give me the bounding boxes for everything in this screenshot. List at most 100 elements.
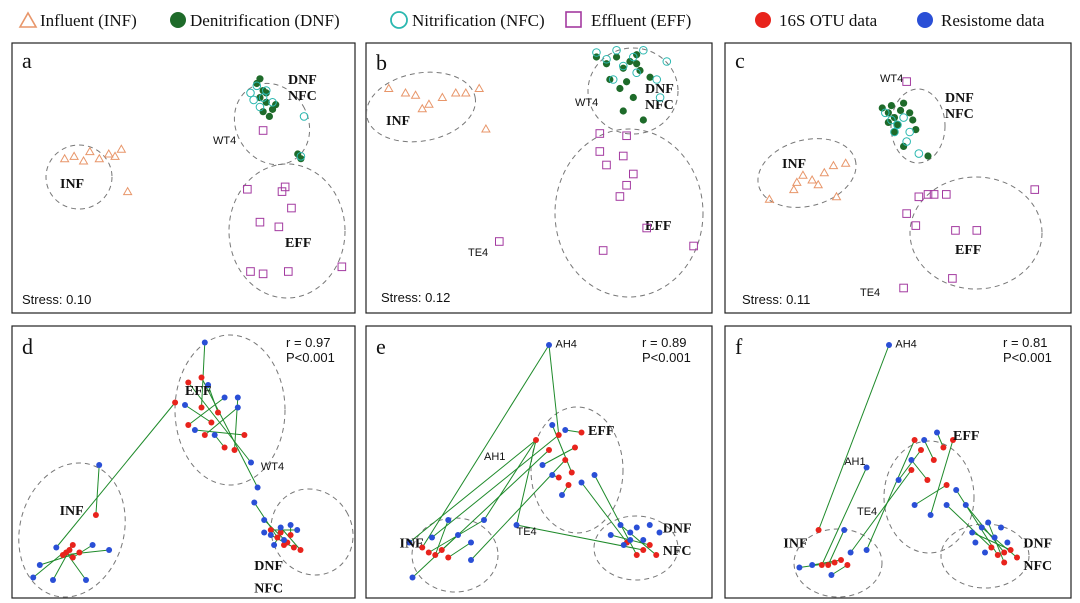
sample-label-b-wt4: WT4	[575, 97, 598, 109]
point-b-nfc-5	[639, 45, 648, 55]
point-a-inf-8	[122, 186, 133, 196]
point-a-dnf-8	[262, 89, 270, 97]
point-b-dnf-4	[626, 57, 634, 66]
res-point-d-5	[106, 547, 113, 553]
point-a-eff-5	[255, 217, 265, 227]
link-d-12	[184, 404, 212, 423]
group-label-a-dnf: DNF	[288, 73, 317, 88]
legend-item-dnf: Denitrification (DNF)	[170, 11, 340, 30]
link-e-14	[581, 482, 628, 543]
otu-point-d-24	[287, 532, 294, 538]
ellipse-c-eff	[909, 176, 1043, 290]
otu-point-e-9	[568, 469, 575, 476]
point-b-dnf-3	[619, 64, 627, 72]
point-c-dnf-1	[884, 109, 892, 117]
otu-point-f-12	[943, 482, 950, 488]
link-f-14	[946, 504, 992, 548]
res-point-d-11	[234, 404, 241, 411]
point-a-eff-6	[274, 222, 284, 232]
legend-item-eff: Effluent (EFF)	[565, 11, 691, 30]
otu-point-e-7	[555, 432, 562, 438]
res-point-f-4	[809, 562, 816, 568]
otu-point-d-6	[76, 549, 83, 556]
stress-label-a: Stress: 0.10	[22, 292, 91, 307]
res-point-e-23	[656, 529, 663, 536]
otu-point-d-14	[221, 444, 228, 451]
res-point-f-2	[841, 527, 848, 533]
res-point-f-23	[972, 539, 979, 546]
point-c-dnf-10	[909, 116, 917, 124]
group-label-c-eff: EFF	[955, 243, 981, 258]
otu-point-f-8	[918, 447, 924, 453]
res-point-d-12	[182, 402, 188, 408]
res-point-e-11	[539, 462, 546, 468]
point-b-dnf-12	[639, 116, 647, 124]
res-point-e-6	[409, 574, 416, 581]
res-point-d-25	[294, 527, 301, 533]
label-f-te4: TE4	[857, 506, 877, 518]
sample-label-c-te4: TE4	[860, 287, 880, 299]
point-c-dnf-5	[900, 99, 908, 107]
link-d-17	[201, 377, 259, 488]
res-point-f-8	[895, 477, 902, 483]
link-d-7	[55, 402, 176, 548]
triangle-marker-icon	[18, 11, 38, 28]
point-c-nfc-7	[914, 149, 924, 158]
point-b-dnf-2	[612, 53, 621, 61]
point-b-dnf-14	[633, 60, 641, 68]
ellipse-a-dnf	[233, 82, 311, 166]
group-label-b-inf: INF	[386, 114, 410, 129]
res-point-e-14	[578, 479, 585, 486]
res-point-f-24	[982, 549, 988, 556]
stress-label-c: Stress: 0.11	[742, 292, 810, 307]
link-d-3	[65, 552, 87, 581]
otu-point-e-2	[432, 552, 439, 558]
label-f-ah1: AH1	[844, 456, 865, 468]
point-a-eff-1	[280, 182, 290, 192]
point-b-inf-8	[474, 83, 485, 92]
res-point-f-10	[921, 437, 928, 443]
stat-r-d: r = 0.97	[286, 335, 330, 350]
otu-point-f-9	[924, 477, 931, 483]
point-c-dnf-4	[896, 106, 905, 114]
otu-point-f-11	[940, 444, 947, 451]
res-point-f-0	[886, 342, 892, 348]
point-c-nfc-1	[887, 115, 896, 125]
point-c-eff-2	[914, 192, 924, 202]
point-c-inf-4	[807, 174, 817, 184]
point-a-eff-0	[258, 126, 268, 135]
res-point-f-12	[911, 502, 918, 508]
res-point-d-22	[277, 524, 284, 531]
res-point-e-4	[468, 539, 474, 546]
res-point-d-4	[89, 542, 96, 548]
link-d-0	[95, 464, 100, 516]
group-label-c-inf: INF	[782, 157, 806, 172]
point-c-nfc-0	[881, 108, 890, 118]
res-point-e-21	[640, 537, 647, 543]
point-b-eff-8	[642, 223, 652, 233]
res-point-e-16	[513, 522, 520, 528]
point-c-inf-0	[764, 194, 775, 203]
otu-point-e-1	[425, 549, 432, 556]
point-c-inf-2	[791, 177, 802, 186]
point-c-dnf-6	[893, 121, 902, 129]
legend-item-nfc: Nitrification (NFC)	[390, 11, 545, 30]
label-f-dnf: DNF	[1023, 537, 1052, 552]
res-point-e-7	[429, 534, 435, 541]
otu-point-e-6	[546, 447, 552, 453]
otu-point-e-11	[572, 444, 578, 451]
panel-letter-d: d	[22, 334, 33, 359]
point-c-dnf-13	[924, 152, 932, 160]
ellipse-a-inf	[45, 144, 113, 210]
label-f-inf: INF	[783, 537, 807, 552]
point-b-inf-2	[410, 90, 421, 99]
ellipse-b-eff	[554, 128, 704, 298]
link-f-7	[866, 439, 916, 551]
filled-circle-marker-icon	[170, 12, 186, 28]
link-d-22	[280, 527, 301, 551]
legend: Influent (INF) Denitrification (DNF) Nit…	[18, 11, 1045, 30]
res-point-e-2	[445, 517, 452, 523]
point-a-nfc-7	[299, 112, 309, 121]
point-a-nfc-4	[268, 98, 277, 107]
res-point-d-0	[96, 462, 103, 468]
